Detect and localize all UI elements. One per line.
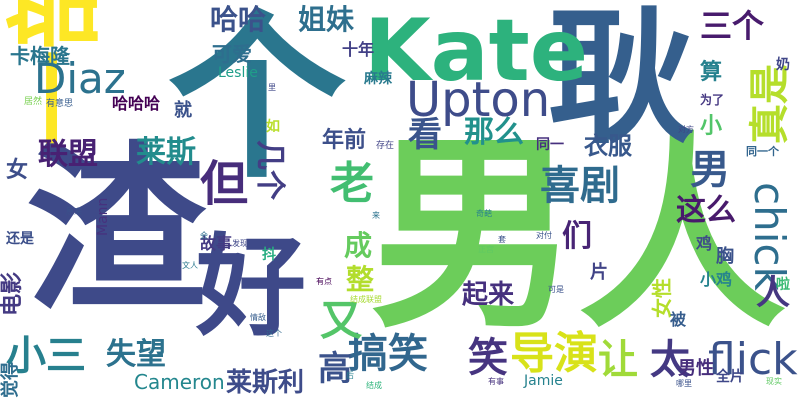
word-nianqian: 年前 — [322, 128, 367, 153]
word-jiechenglianmeng: 结成联盟 — [350, 295, 382, 304]
word-tai: 太 — [650, 337, 690, 383]
word-haishi: 还是 — [6, 231, 34, 247]
word-nali: 哪里 — [676, 379, 692, 388]
word-diaz: Diaz — [34, 54, 126, 103]
word-li: 里 — [268, 83, 276, 92]
word-xiao-small: 小 — [700, 114, 723, 139]
word-zheng: 整 — [346, 263, 375, 296]
word-duifu: 对付 — [536, 231, 552, 240]
word-hui: 会 — [200, 231, 208, 240]
word-laisi: 莱斯 — [136, 135, 196, 170]
word-weile: 为了 — [700, 93, 725, 107]
word-cheng: 成 — [344, 229, 373, 262]
word-nanxing: 男性 — [678, 358, 714, 379]
word-cunzai: 存在 — [376, 141, 395, 151]
word-qingdi: 情敌 — [250, 313, 266, 322]
word-flick: flick — [708, 334, 798, 385]
word-keshi: 可是 — [548, 285, 564, 294]
word-zhenshi: 真是 — [747, 64, 793, 144]
word-pian: 片 — [590, 262, 608, 283]
word-zheme: 这么 — [676, 193, 736, 228]
word-lao: 老 — [330, 158, 374, 209]
word-nan: 男 — [690, 147, 730, 193]
word-laisili: 莱斯利 — [226, 368, 305, 398]
word-youdian: 有点 — [316, 277, 332, 286]
word-ren: 人 — [756, 273, 790, 313]
word-jamie: Jamie — [524, 373, 563, 389]
word-xiaoji: 小鸡 — [700, 270, 733, 289]
word-nvxing: 女性 — [650, 278, 674, 318]
word-kan: 看 — [408, 115, 442, 155]
word-geng: 耿 — [548, 0, 694, 164]
word-kate: Kate — [364, 1, 589, 101]
word-tongyi: 同一 — [536, 137, 564, 153]
word-gao: 高 — [318, 349, 352, 389]
word-upton: Upton — [406, 72, 551, 128]
word-suan: 算 — [700, 60, 723, 85]
word-jiemei: 姐妹 — [298, 3, 355, 36]
word-shiwang: 失望 — [106, 337, 166, 372]
word-cameron: Cameron — [134, 370, 225, 394]
word-kameilong: 卡梅隆 — [10, 44, 70, 68]
word-xianshi: 现实 — [766, 377, 782, 386]
word-qipa: 奇葩 — [476, 209, 492, 218]
word-yifu: 衣服 — [584, 132, 632, 160]
word-lianmeng: 联盟 — [38, 137, 98, 172]
word-zhege: 这个 — [266, 329, 282, 338]
word-gushi: 故事 — [200, 234, 233, 253]
word-quanpian: 全片 — [716, 369, 744, 385]
word-ge: 个 — [168, 0, 346, 202]
word-name: 那么 — [464, 115, 524, 150]
word-mala: 麻辣 — [364, 71, 392, 87]
word-hahaha: 哈哈哈 — [112, 94, 161, 113]
word-haha: 哈哈 — [210, 3, 267, 36]
word-jige: 几个 — [252, 140, 287, 200]
word-jiu: 就 — [174, 100, 192, 121]
word-keai: 可爱 — [212, 42, 252, 66]
word-rang: 让 — [598, 337, 638, 383]
word-zhenggong: 正宫 — [478, 245, 494, 254]
word-bei: 被 — [670, 310, 687, 329]
word-nanren: 男人 — [370, 115, 786, 357]
word-leslie: Leslie — [218, 65, 258, 81]
word-faxian: 发现 — [232, 239, 248, 248]
word-la: 啦 — [776, 277, 790, 293]
word-zha: 渣 — [26, 127, 207, 336]
word-wenren: 文人 — [182, 261, 198, 270]
word-duifang: 对方 — [678, 125, 694, 134]
word-mann: Mann — [95, 197, 111, 236]
word-jiecheng: 结成 — [366, 381, 382, 390]
word-you: 又 — [320, 296, 363, 345]
word-xiao: 笑 — [468, 335, 508, 381]
word-tao: 套 — [498, 235, 506, 244]
word-daoyan: 导演 — [510, 328, 598, 379]
word-ru: 如 — [266, 119, 280, 135]
word-xiju: 喜剧 — [540, 163, 620, 209]
word-xiong: 胸 — [716, 246, 734, 267]
word-juede: 觉得 — [0, 362, 21, 398]
word-shinian: 十年 — [342, 40, 375, 59]
word-nai: 奶 — [776, 57, 790, 73]
word-sange: 三个 — [700, 7, 765, 45]
word-gaoxiao: 搞笑 — [348, 331, 428, 377]
word-hao: 好 — [196, 223, 306, 351]
word-dou: 抖 — [262, 247, 276, 263]
word-ji: 鸡 — [696, 234, 713, 253]
word-dianying: 电影 — [0, 271, 25, 316]
word-qilai: 起来 — [462, 280, 515, 310]
word-hou: 后 — [346, 371, 354, 380]
word-youshi: 有事 — [488, 377, 504, 386]
word-dan: 但 — [200, 156, 249, 212]
word-men: 们 — [562, 219, 592, 254]
word-youyisi: 有意思 — [46, 99, 74, 109]
word-lai: 来 — [372, 211, 380, 220]
word-tongyige: 同一个 — [746, 145, 779, 158]
word-xiaosan: 小三 — [6, 333, 86, 379]
word-yuanlai: 原来 — [66, 207, 82, 216]
word-juran: 居然 — [24, 97, 43, 107]
word-nv: 女 — [6, 158, 29, 183]
